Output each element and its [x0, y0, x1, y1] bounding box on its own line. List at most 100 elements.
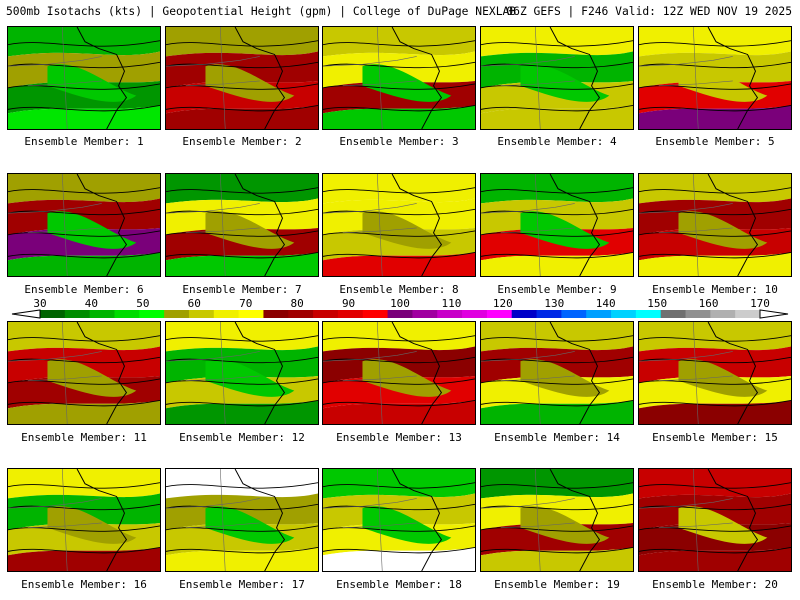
- colorbar-tick-label: 130: [544, 297, 565, 310]
- colorbar-tick-label: 30: [33, 297, 47, 310]
- isotach-band: [639, 322, 791, 352]
- isotach-band: [166, 469, 318, 499]
- coastline: [234, 27, 286, 129]
- height-contour: [166, 40, 318, 47]
- isotach-band: [8, 198, 160, 235]
- height-contour: [639, 208, 791, 216]
- height-contour: [639, 61, 791, 69]
- height-contour: [166, 400, 318, 407]
- isotach-band: [639, 493, 791, 530]
- colorbar-tick-label: 70: [239, 297, 253, 310]
- colorbar-tick-label: 140: [595, 297, 616, 310]
- height-contour: [481, 187, 633, 194]
- coastline: [549, 469, 601, 571]
- isotach-band: [639, 174, 791, 204]
- isotach-band: [362, 64, 452, 102]
- ensemble-member-map: [165, 173, 319, 277]
- height-contour: [166, 378, 318, 385]
- ensemble-member-map: [480, 173, 634, 277]
- ensemble-member-map: [322, 26, 476, 130]
- ensemble-member-label: Ensemble Member: 5: [655, 135, 775, 148]
- height-contour: [639, 503, 791, 511]
- ensemble-member-label: Ensemble Member: 9: [497, 283, 617, 296]
- isotach-band: [639, 469, 791, 499]
- height-contour: [323, 400, 475, 407]
- isotach-band: [639, 346, 791, 383]
- colorbar-segment: [685, 310, 711, 318]
- ensemble-member-label: Ensemble Member: 8: [339, 283, 459, 296]
- height-contour: [166, 503, 318, 511]
- isotach-field: [639, 322, 791, 424]
- isotach-field: [639, 174, 791, 276]
- isotach-band: [166, 400, 318, 424]
- state-borders: [166, 27, 260, 129]
- height-contour: [166, 525, 318, 532]
- isotach-band: [678, 211, 768, 249]
- ensemble-member-map: [165, 26, 319, 130]
- height-contour: [323, 105, 475, 112]
- colorbar-tick-label: 60: [187, 297, 201, 310]
- isotach-band: [47, 211, 137, 249]
- height-contour: [323, 40, 475, 47]
- colorbar-segment: [387, 310, 413, 318]
- isotach-band: [481, 27, 633, 57]
- height-contour: [166, 356, 318, 364]
- isotach-band: [47, 506, 137, 544]
- height-contour: [8, 525, 160, 532]
- isotach-band: [205, 506, 295, 544]
- height-contour: [166, 230, 318, 237]
- isotach-band: [481, 493, 633, 530]
- height-contour: [639, 378, 791, 385]
- height-contour: [481, 547, 633, 554]
- ensemble-member-map: [7, 26, 161, 130]
- colorbar-segment: [536, 310, 562, 318]
- ensemble-member-label: Ensemble Member: 11: [21, 431, 147, 444]
- ensemble-member-label: Ensemble Member: 12: [179, 431, 305, 444]
- isotach-band: [166, 493, 318, 530]
- height-contour: [166, 187, 318, 194]
- height-contour: [639, 335, 791, 342]
- isotach-band: [8, 174, 160, 204]
- isotach-field: [323, 27, 475, 129]
- height-contour: [8, 105, 160, 112]
- isotach-band: [323, 469, 475, 499]
- ensemble-member-map: [7, 468, 161, 572]
- height-contour: [323, 525, 475, 532]
- colorbar-segment: [139, 310, 165, 318]
- state-borders: [481, 174, 575, 276]
- isotach-field: [481, 174, 633, 276]
- ensemble-member-map: [322, 173, 476, 277]
- height-contour: [323, 547, 475, 554]
- ensemble-member-map: [165, 468, 319, 572]
- colorbar-segment: [437, 310, 463, 318]
- ensemble-member-label: Ensemble Member: 13: [336, 431, 462, 444]
- isotach-field: [166, 27, 318, 129]
- isotach-band: [362, 359, 452, 397]
- ensemble-member-map: [7, 321, 161, 425]
- isotach-band: [678, 359, 768, 397]
- colorbar-tick-label: 90: [341, 297, 356, 310]
- colorbar-segment: [486, 310, 513, 318]
- isotach-band: [205, 359, 295, 397]
- isotach-band: [47, 359, 137, 397]
- height-contour: [323, 356, 475, 364]
- ensemble-member-label: Ensemble Member: 17: [179, 578, 305, 591]
- height-contour: [639, 83, 791, 90]
- isotach-band: [639, 198, 791, 235]
- isotach-band: [323, 174, 475, 204]
- colorbar-segment: [40, 310, 66, 318]
- isotach-field: [166, 174, 318, 276]
- isotach-band: [481, 322, 633, 352]
- height-contour: [481, 40, 633, 47]
- colorbar-segment: [412, 310, 438, 318]
- isotach-band: [166, 547, 318, 571]
- ensemble-member-label: Ensemble Member: 14: [494, 431, 620, 444]
- ensemble-member-map: [638, 321, 792, 425]
- isotach-field: [323, 174, 475, 276]
- colorbar-segment: [362, 310, 389, 318]
- isotach-band: [639, 51, 791, 88]
- colorbar-tick-label: 40: [84, 297, 99, 310]
- height-contour: [639, 356, 791, 364]
- ensemble-member-map: [322, 468, 476, 572]
- isotach-band: [362, 211, 452, 249]
